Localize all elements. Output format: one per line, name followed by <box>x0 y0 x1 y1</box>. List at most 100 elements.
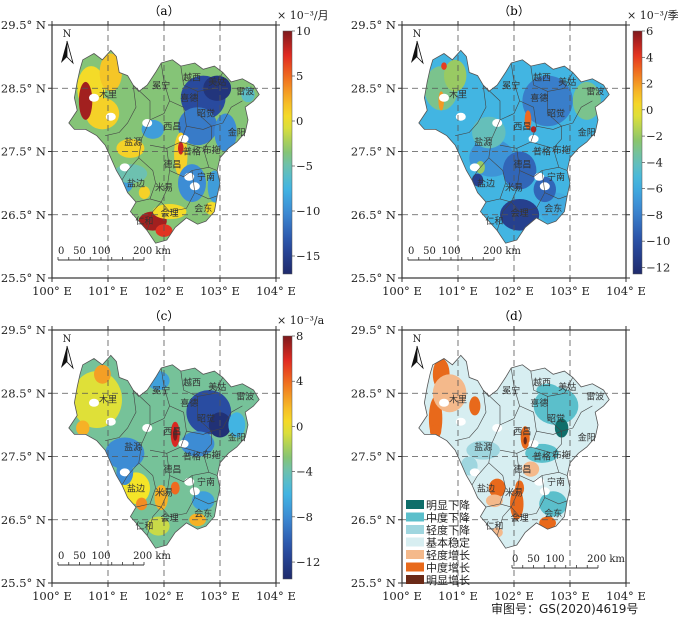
county-label: 盐边 <box>127 177 145 189</box>
county-label: 仁和 <box>135 520 153 532</box>
svg-text:N: N <box>413 334 422 345</box>
raster-patch <box>441 62 447 70</box>
county-label: 金阳 <box>578 127 596 139</box>
scale-bar-label: 50 <box>527 554 540 565</box>
county-boundary <box>530 431 562 454</box>
county-boundary <box>149 367 170 426</box>
lon-tick-label: 101° E <box>438 284 478 298</box>
no-data-patch <box>89 93 99 102</box>
scale-bar-label: 0 <box>408 246 414 257</box>
lat-tick-label: 28.5° N <box>1 81 46 95</box>
lat-tick-label: 25.5° N <box>1 576 46 590</box>
scale-bar-label: 0 <box>512 554 518 565</box>
county-boundary <box>166 453 209 483</box>
county-label: 盐边 <box>477 482 495 494</box>
lon-tick-label: 101° E <box>88 284 128 298</box>
county-label: 会东 <box>194 203 212 215</box>
county-label: 美姑 <box>208 381 226 393</box>
county-label: 金阳 <box>578 432 596 444</box>
county-label: 雷波 <box>586 86 604 98</box>
map-svg: （a）29.5° N28.5° N27.5° N26.5° N25.5° N10… <box>1 4 329 298</box>
colorbar-tick-label: 6 <box>646 24 653 38</box>
colorbar-tick-label: −4 <box>296 465 313 479</box>
county-boundary <box>496 201 512 231</box>
county-boundary <box>194 192 218 200</box>
no-data-patch <box>189 487 200 496</box>
county-label: 雷波 <box>236 86 254 98</box>
no-data-patch <box>469 468 480 477</box>
county-boundary <box>105 390 137 441</box>
county-label: 木里 <box>449 89 467 101</box>
scale-bar-label: 200 km <box>587 554 625 565</box>
raster-patch <box>228 412 246 438</box>
raster-patch <box>533 386 579 425</box>
colorbar-tick-label: 5 <box>296 69 303 83</box>
panel-title: （d） <box>498 309 530 323</box>
county-label: 盐边 <box>127 482 145 494</box>
colorbar-tick-label: −8 <box>296 510 313 524</box>
colorbar-tick-label: 4 <box>296 374 303 388</box>
colorbar-tick-label: −10 <box>296 204 320 218</box>
no-data-patch <box>105 112 116 121</box>
county-label: 昭觉 <box>197 414 215 425</box>
colorbar <box>282 30 293 275</box>
lat-tick-label: 25.5° N <box>351 576 396 590</box>
county-boundary <box>160 170 196 212</box>
county-label: 会理 <box>511 207 529 219</box>
map-approval-number: 审图号：GS(2020)4619号 <box>491 602 639 616</box>
county-label: 德昌 <box>163 158 181 170</box>
county-label: 木里 <box>99 89 117 101</box>
raster-patch <box>170 481 180 495</box>
raster-patch <box>241 86 255 103</box>
scale-bar-label: 50 <box>73 551 86 562</box>
scale-bar-label: 200 km <box>483 246 521 257</box>
county-label: 越西 <box>533 377 551 389</box>
county-label: 德昌 <box>513 463 531 475</box>
svg-text:N: N <box>63 29 72 40</box>
county-label: 昭觉 <box>197 109 215 120</box>
lat-tick-label: 29.5° N <box>1 18 46 32</box>
lon-tick-label: 103° E <box>550 284 590 298</box>
scale-bar-label: 100 <box>91 246 110 257</box>
county-boundary <box>496 506 512 536</box>
lon-tick-label: 100° E <box>382 284 422 298</box>
lat-tick-label: 27.5° N <box>351 145 396 159</box>
lon-tick-label: 104° E <box>256 284 296 298</box>
county-boundary <box>530 371 574 397</box>
lat-tick-label: 26.5° N <box>351 513 396 527</box>
scale-bar: 0 50 100 200 km <box>407 246 521 261</box>
raster-patch <box>500 198 540 231</box>
raster-patch <box>172 428 178 441</box>
county-label: 米易 <box>155 182 173 194</box>
raster-patch <box>214 113 237 152</box>
county-label: 金阳 <box>228 127 246 139</box>
county-boundary <box>160 475 196 517</box>
raster-patch <box>178 107 218 146</box>
colorbar-tick-label: 8 <box>296 329 303 343</box>
county-label: 西昌 <box>163 121 181 132</box>
legend-swatch <box>406 500 424 509</box>
colorbar-tick-label: 0 <box>296 114 303 128</box>
raster-patch <box>524 110 532 130</box>
panel-d: （d） 29.5° N 28.5° N 27.5° N 26.5° N 25.5° N 10… <box>350 305 700 615</box>
lon-tick-label: 100° E <box>32 284 72 298</box>
county-label: 美姑 <box>558 381 576 393</box>
no-data-patch <box>119 163 130 172</box>
raster-patch <box>78 81 93 120</box>
raster-patch <box>430 424 442 438</box>
scale-bar: 0 50 100 200 km <box>57 246 171 261</box>
county-label: 宁南 <box>197 171 215 183</box>
lat-tick-label: 27.5° N <box>1 145 46 159</box>
raster-patch <box>510 488 524 520</box>
raster-patch <box>488 478 506 498</box>
county-label: 西昌 <box>513 426 531 437</box>
legend-label: 轻度增长 <box>426 548 470 562</box>
scale-bar-label: 50 <box>423 246 436 257</box>
scale-bar-label: 100 <box>441 246 460 257</box>
legend-swatch <box>406 537 424 547</box>
lat-tick-label: 27.5° N <box>351 450 396 464</box>
county-label: 冕宁 <box>502 79 520 91</box>
county-label: 仁和 <box>485 520 503 532</box>
county-boundary <box>180 371 224 397</box>
